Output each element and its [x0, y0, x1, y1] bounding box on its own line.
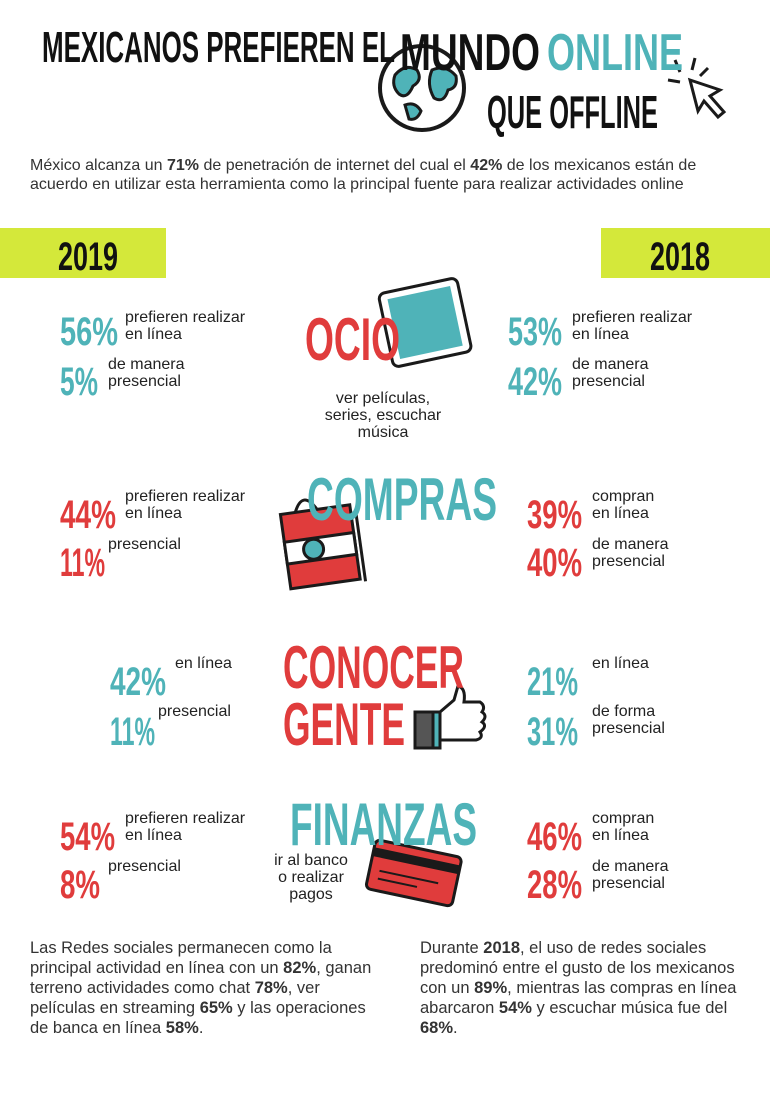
- percent-label: compran en línea: [592, 488, 655, 522]
- percent-label: prefieren realizar en línea: [125, 488, 246, 522]
- percent-value: 46%: [527, 815, 582, 859]
- year-bar: [601, 228, 770, 278]
- section-title: CONOCER: [283, 634, 464, 701]
- text-run: , ver películas en streaming: [30, 979, 320, 1017]
- text-run: 54%: [498, 999, 532, 1017]
- percent-value: 31%: [527, 710, 578, 754]
- percent-value: 40%: [527, 541, 582, 585]
- text-run: 2018: [483, 939, 521, 957]
- cursor-icon: [667, 57, 727, 120]
- percent-label: de manera presencial: [108, 356, 185, 390]
- text-run: 65%: [199, 999, 233, 1017]
- text-run: .: [198, 1019, 204, 1037]
- section-subtitle: ir al banco o realizar pagos: [274, 852, 348, 903]
- text-run: de penetración de internet del cual el: [199, 157, 471, 174]
- percent-value: 56%: [60, 310, 118, 354]
- text-run: 78%: [254, 979, 288, 997]
- percent-label: prefieren realizar en línea: [125, 309, 246, 343]
- percent-value: 53%: [508, 310, 562, 354]
- title: MUNDO: [400, 24, 540, 82]
- intro-text: México alcanza un 71% de penetración de …: [30, 156, 740, 194]
- year-bar: [0, 228, 166, 278]
- footer-text: Durante 2018, el uso de redes sociales p…: [420, 938, 738, 1038]
- text-run: 82%: [283, 959, 317, 977]
- section-title: FINANZAS: [290, 791, 477, 858]
- section-subtitle: ver películas, series, escuchar música: [324, 390, 442, 441]
- percent-label: de manera presencial: [572, 356, 649, 390]
- section-title: GENTE: [283, 691, 405, 758]
- text-run: .: [453, 1019, 458, 1037]
- percent-label: de manera presencial: [592, 536, 669, 570]
- thumbs-up-icon: [413, 684, 487, 750]
- percent-value: 11%: [60, 541, 105, 585]
- section-title: COMPRAS: [307, 466, 497, 533]
- percent-value: 42%: [110, 660, 166, 704]
- percent-label: en línea: [175, 655, 232, 672]
- title: MEXICANOS PREFIEREN EL: [42, 23, 395, 72]
- percent-value: 44%: [60, 493, 116, 537]
- title: ONLINE: [547, 24, 683, 82]
- text-run: México alcanza un: [30, 157, 167, 174]
- percent-label: presencial: [108, 858, 181, 875]
- text-run: y las operaciones de banca en línea: [30, 999, 366, 1037]
- text-run: 68%: [420, 1019, 454, 1037]
- text-run: Durante: [420, 939, 484, 957]
- text-run: 71%: [166, 157, 199, 174]
- percent-value: 5%: [60, 360, 98, 404]
- credit-card-icon: [364, 838, 463, 908]
- section-title: OCIO: [305, 306, 400, 373]
- percent-value: 39%: [527, 493, 582, 537]
- percent-label: de manera presencial: [592, 858, 669, 892]
- text-run: de los mexicanos están de acuerdo en uti…: [30, 157, 697, 193]
- text-run: 89%: [474, 979, 508, 997]
- percent-value: 21%: [527, 660, 578, 704]
- year-label: 2018: [650, 235, 710, 279]
- percent-label: en línea: [592, 655, 649, 672]
- text-run: 58%: [165, 1019, 199, 1037]
- footer-text: Las Redes sociales permanecen como la pr…: [30, 938, 375, 1038]
- shopping-bag-icon: [278, 498, 368, 591]
- year-label: 2019: [58, 235, 118, 279]
- text-run: 42%: [470, 157, 503, 174]
- percent-label: presencial: [158, 703, 231, 720]
- text-run: Las Redes sociales permanecen como la pr…: [30, 939, 332, 977]
- percent-value: 8%: [60, 863, 100, 907]
- percent-label: de forma presencial: [592, 703, 665, 737]
- text-run: y escuchar música fue del: [531, 999, 728, 1017]
- percent-label: prefieren realizar en línea: [572, 309, 693, 343]
- text-run: , mientras las compras en línea abarcaro…: [420, 979, 737, 1017]
- percent-value: 28%: [527, 863, 582, 907]
- percent-label: prefieren realizar en línea: [125, 810, 246, 844]
- text-run: , ganan terreno actividades como chat: [30, 959, 372, 997]
- percent-label: presencial: [108, 536, 181, 553]
- tablet-icon: [377, 277, 473, 368]
- percent-value: 54%: [60, 815, 115, 859]
- percent-label: compran en línea: [592, 810, 655, 844]
- text-run: , el uso de redes sociales predominó ent…: [420, 939, 735, 997]
- percent-value: 42%: [508, 360, 562, 404]
- title: QUE OFFLINE: [487, 86, 658, 138]
- globe-icon: [378, 44, 466, 132]
- percent-value: 11%: [110, 710, 155, 754]
